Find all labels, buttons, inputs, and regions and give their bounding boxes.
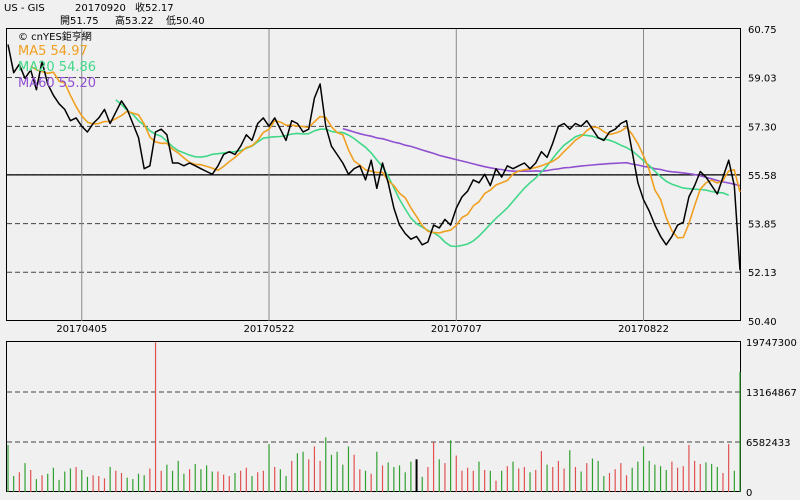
volume-tick-label: 6582433 bbox=[746, 438, 791, 449]
x-tick-label: 20170707 bbox=[431, 324, 482, 335]
series-line-ma5 bbox=[30, 65, 741, 239]
price-tick-label: 57.30 bbox=[748, 122, 777, 133]
legend-ma60-value: 55.20 bbox=[59, 76, 96, 91]
x-tick-label: 20170405 bbox=[56, 324, 107, 335]
volume-panel bbox=[6, 341, 741, 492]
series-line-ma20 bbox=[115, 99, 729, 248]
price-tick-label: 59.03 bbox=[748, 74, 777, 85]
price-tick-label: 53.85 bbox=[748, 220, 777, 231]
watermark: © cnYES鉅亨網 bbox=[18, 30, 92, 43]
header-high: 高53.22 bbox=[115, 14, 154, 27]
legend-ma5-name: MA5 bbox=[18, 44, 46, 59]
price-tick-label: 55.58 bbox=[748, 171, 777, 182]
header-open: 開51.75 bbox=[60, 15, 99, 27]
legend-ma60: MA60 55.20 bbox=[18, 76, 96, 91]
price-x-axis: 20170405 20170522 20170707 20170822 bbox=[56, 324, 669, 335]
price-lines bbox=[7, 44, 741, 271]
volume-y-axis: 19747300 13164867 6582433 0 bbox=[746, 338, 797, 499]
x-tick-label: 20170522 bbox=[244, 324, 295, 335]
volume-grid bbox=[7, 391, 741, 443]
header-date: 20170920 bbox=[75, 3, 126, 14]
header-close: 收52.17 bbox=[135, 1, 174, 14]
legend-ma5: MA5 54.97 bbox=[18, 44, 88, 59]
price-y-axis: 60.75 59.03 57.30 55.58 53.85 52.13 50.40 bbox=[748, 25, 777, 328]
legend-ma20: MA20 54.86 bbox=[18, 60, 96, 75]
legend-ma60-name: MA60 bbox=[18, 76, 55, 91]
legend-ma20-name: MA20 bbox=[18, 60, 55, 75]
price-tick-label: 50.40 bbox=[748, 317, 777, 328]
volume-tick-label: 13164867 bbox=[746, 388, 797, 399]
legend-ma20-value: 54.86 bbox=[59, 60, 96, 75]
volume-bars bbox=[7, 342, 741, 492]
header-symbol: US - GIS bbox=[4, 3, 45, 14]
volume-tick-label: 0 bbox=[746, 488, 752, 499]
price-tick-label: 60.75 bbox=[748, 25, 777, 36]
series-line-close bbox=[7, 44, 741, 271]
price-tick-label: 52.13 bbox=[748, 268, 777, 279]
legend-ma5-value: 54.97 bbox=[51, 44, 88, 59]
x-tick-label: 20170822 bbox=[618, 324, 669, 335]
volume-tick-label: 19747300 bbox=[746, 338, 797, 349]
header-low: 低50.40 bbox=[166, 14, 205, 27]
